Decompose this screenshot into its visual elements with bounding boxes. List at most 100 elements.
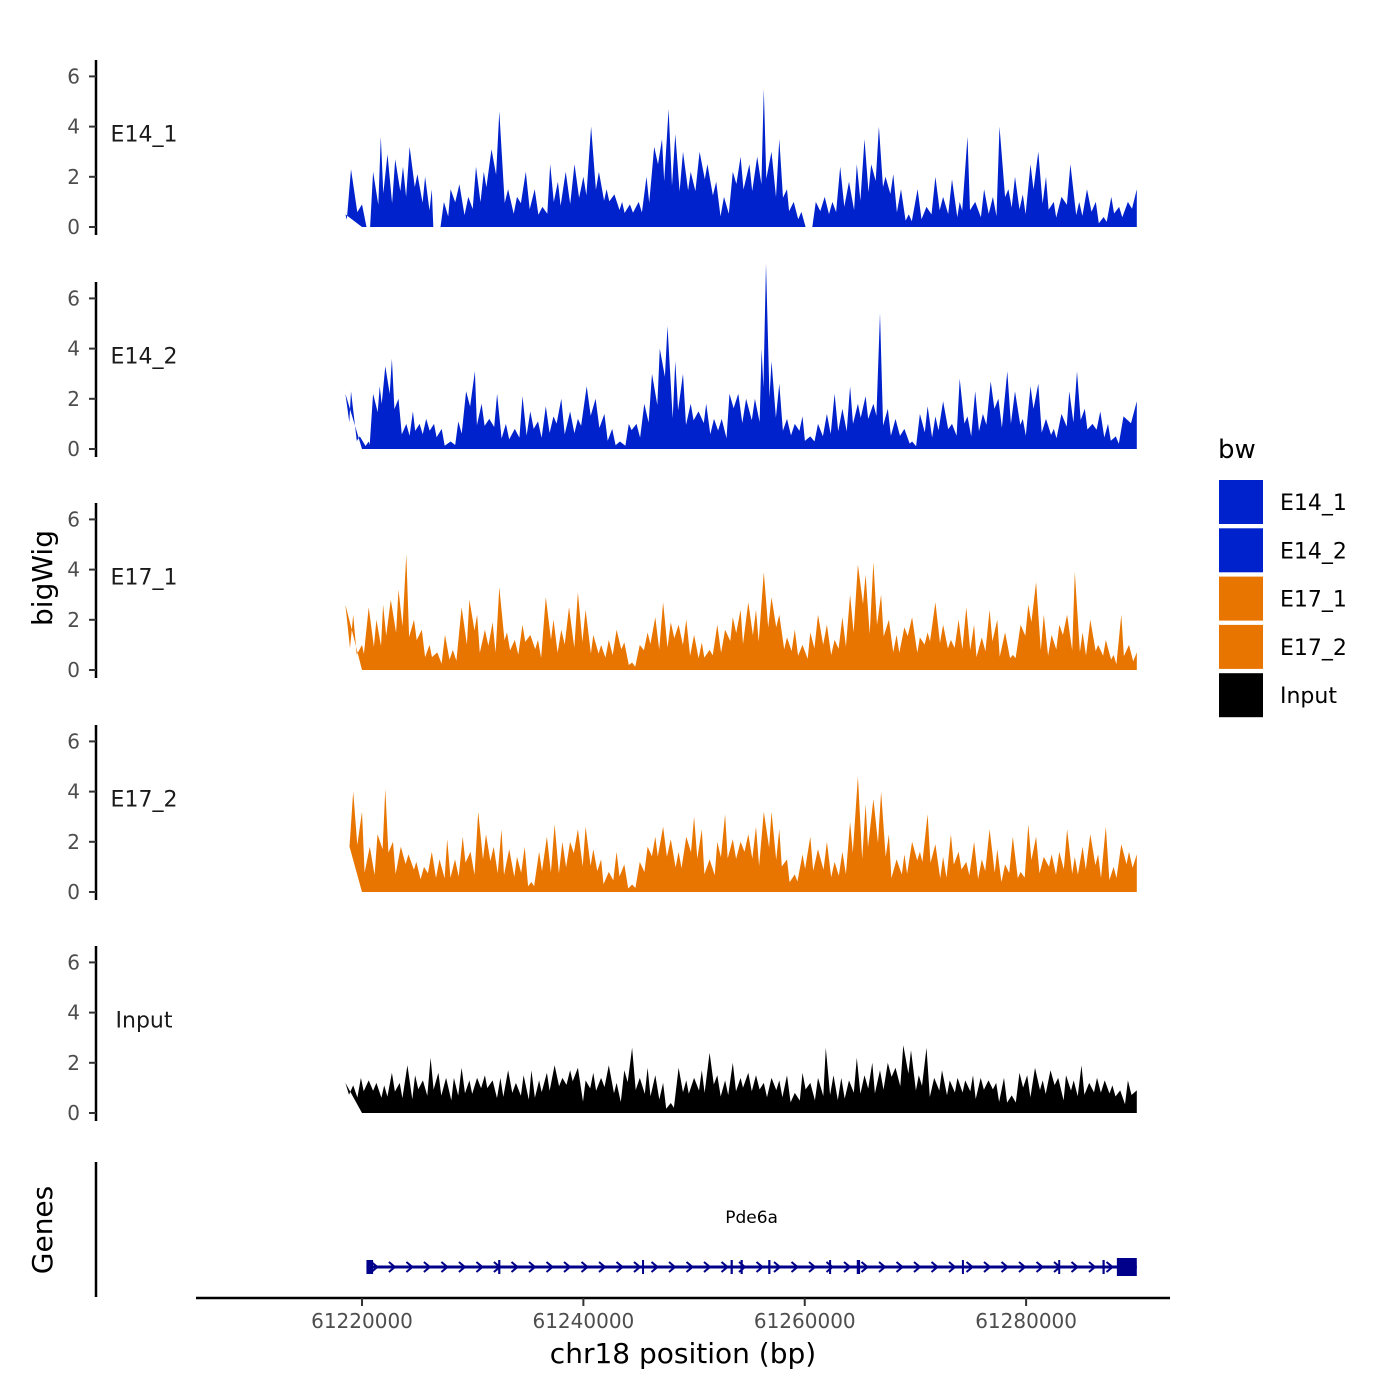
strand-arrow-icon (475, 1261, 484, 1273)
y-tick-label: 2 (67, 1051, 80, 1075)
strand-arrow-icon (405, 1261, 414, 1273)
legend-label: Input (1280, 684, 1337, 709)
y-tick-label: 0 (67, 658, 80, 682)
y-tick-label: 2 (67, 387, 80, 411)
gene-exon (1058, 1260, 1061, 1274)
signal-area-E17_2 (345, 776, 1137, 892)
strand-arrow-icon (563, 1261, 572, 1273)
y-tick-label: 0 (67, 437, 80, 461)
y-tick-label: 2 (67, 165, 80, 189)
strand-arrow-icon (615, 1261, 625, 1273)
y-tick-label: 6 (67, 729, 80, 753)
strand-arrow-icon (755, 1261, 765, 1273)
strand-arrow-icon (773, 1261, 782, 1273)
strand-arrow-icon (790, 1261, 800, 1273)
legend-item: E14_2 (1219, 528, 1347, 573)
strand-arrow-icon (860, 1261, 870, 1273)
track-E14_2: 0 2 4 6 E14_2 (67, 263, 1137, 461)
gene-panel: Genes Pde6a (26, 1162, 1137, 1297)
legend-label: E14_1 (1280, 491, 1347, 516)
strand-arrow-icon (965, 1261, 975, 1273)
y-tick-label: 6 (67, 286, 80, 310)
genes-axis-title: Genes (26, 1186, 59, 1274)
strand-arrow-icon (1000, 1261, 1010, 1273)
gene-name-label: Pde6a (725, 1208, 778, 1228)
track-E14_1: 0 2 4 6 E14_1 (67, 60, 1137, 239)
legend-items: E14_1 E14_2 E17_1 E17_2 Input (1219, 480, 1347, 718)
gene-exon (642, 1260, 645, 1274)
y-tick-label: 2 (67, 608, 80, 632)
strand-arrow-icon (948, 1261, 957, 1273)
gene-exon (1116, 1258, 1137, 1276)
track-label: E14_2 (111, 345, 178, 370)
strand-arrow-icon (650, 1261, 660, 1273)
strand-arrow-icon (878, 1261, 887, 1273)
legend-title: bw (1218, 435, 1256, 465)
legend-swatch (1219, 576, 1263, 621)
track-E17_1: 0 2 4 6 E17_1 (67, 503, 1137, 682)
bigwig-tracks: 0 2 4 6 E14_1 0 2 4 6 E14_2 0 2 4 6 E17_1 0 2 4 6 E17_2 0 2 4 6… (67, 60, 1137, 1125)
y-tick-label: 6 (67, 950, 80, 974)
x-tick-label: 61280000 (975, 1309, 1077, 1333)
gene-exon (961, 1260, 964, 1274)
signal-area-E17_1 (345, 554, 1137, 670)
strand-arrow-icon (1035, 1261, 1045, 1273)
strand-arrow-icon (528, 1261, 537, 1273)
strand-arrow-icon (983, 1261, 992, 1273)
y-tick-label: 4 (67, 780, 80, 804)
strand-arrow-icon (1105, 1261, 1115, 1273)
gene-exon (740, 1260, 743, 1274)
gene-exon (366, 1260, 374, 1274)
strand-arrow-icon (685, 1261, 695, 1273)
strand-arrow-icon (720, 1261, 730, 1273)
strand-arrow-icon (370, 1261, 379, 1273)
legend-label: E17_2 (1280, 636, 1347, 661)
signal-area-E14_2 (345, 263, 1137, 449)
strand-arrow-icon (458, 1261, 467, 1273)
strand-arrow-icon (423, 1261, 432, 1273)
gene-exon (730, 1260, 733, 1274)
strand-arrow-icon (598, 1261, 607, 1273)
track-label: E17_1 (111, 566, 178, 591)
y-tick-label: 6 (67, 507, 80, 531)
track-label: E14_1 (111, 123, 178, 148)
legend-label: E14_2 (1280, 539, 1347, 564)
legend-swatch (1219, 673, 1263, 718)
gene-exon (829, 1260, 832, 1274)
track-label: Input (116, 1009, 173, 1034)
strand-arrow-icon (1070, 1261, 1080, 1273)
strand-arrow-icon (913, 1261, 922, 1273)
legend-swatch (1219, 624, 1263, 669)
strand-arrow-icon (895, 1261, 905, 1273)
track-label: E17_2 (111, 788, 178, 813)
signal-area-E14_1 (345, 88, 1137, 228)
strand-arrow-icon (510, 1261, 520, 1273)
legend-item: E17_1 (1219, 576, 1347, 621)
legend-label: E17_1 (1280, 588, 1347, 613)
strand-arrow-icon (1088, 1261, 1097, 1273)
y-tick-label: 0 (67, 1101, 80, 1125)
gene-model (366, 1258, 1137, 1276)
legend-item: E14_1 (1219, 480, 1347, 524)
y-tick-label: 6 (67, 64, 80, 88)
signal-area-Input (345, 1045, 1137, 1113)
gene-exon (1102, 1260, 1105, 1274)
y-tick-label: 2 (67, 830, 80, 854)
track-Input: 0 2 4 6 Input (67, 946, 1137, 1125)
strand-arrow-icon (668, 1261, 677, 1273)
legend-item: Input (1219, 673, 1337, 718)
x-axis: 61220000 61240000 61260000 61280000 chr18 p… (196, 1296, 1170, 1370)
x-axis-ticks: 61220000 61240000 61260000 61280000 (311, 1298, 1077, 1333)
track-E17_2: 0 2 4 6 E17_2 (67, 725, 1137, 904)
x-tick-label: 61260000 (754, 1309, 856, 1333)
y-tick-label: 4 (67, 337, 80, 361)
strand-arrow-icon (930, 1261, 940, 1273)
strand-arrow-icon (825, 1261, 835, 1273)
strand-arrow-icon (388, 1261, 397, 1273)
strand-arrow-icon (703, 1261, 712, 1273)
strand-arrow-icon (843, 1261, 852, 1273)
legend: bw E14_1 E14_2 E17_1 E17_2 Input (1218, 435, 1347, 718)
y-tick-label: 4 (67, 558, 80, 582)
strand-arrow-icon (545, 1261, 555, 1273)
